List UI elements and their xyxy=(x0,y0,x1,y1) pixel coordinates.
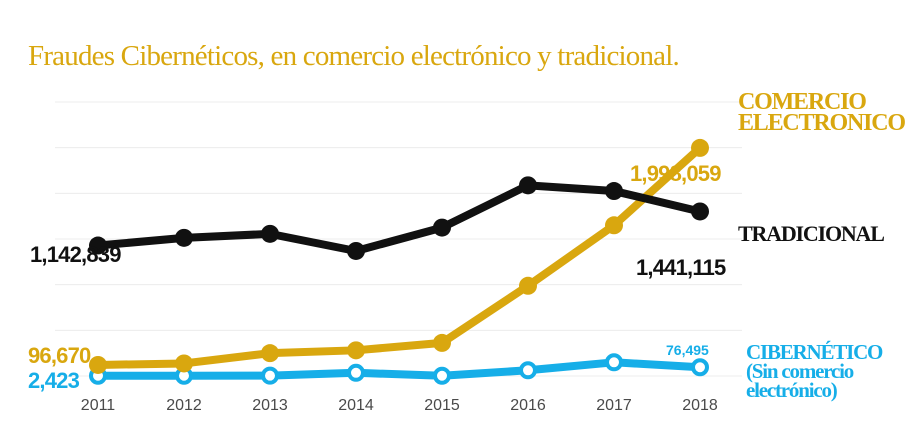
x-tick-label: 2016 xyxy=(510,397,546,414)
data-point xyxy=(347,341,365,360)
end-value-label: 76,495 xyxy=(666,342,709,358)
data-point xyxy=(261,366,279,385)
data-point xyxy=(691,138,709,157)
legend-label: TRADICIONAL xyxy=(738,221,884,246)
x-tick-label: 2015 xyxy=(424,397,460,414)
start-value-label: 1,142,839 xyxy=(30,242,121,267)
x-tick-label: 2011 xyxy=(81,397,116,414)
data-point xyxy=(605,182,623,201)
data-point xyxy=(605,216,623,235)
data-point xyxy=(605,353,623,372)
data-point xyxy=(433,218,451,237)
x-tick-label: 2013 xyxy=(252,397,288,414)
end-value-label: 1,441,115 xyxy=(636,255,726,280)
data-point xyxy=(89,355,107,374)
data-point xyxy=(89,236,107,255)
data-point xyxy=(691,358,709,377)
series-line xyxy=(94,143,704,369)
series-line xyxy=(94,181,704,255)
data-labels: 1,142,839 1,441,115 96,670 1,998,059 2,423 76… xyxy=(28,161,727,393)
data-point xyxy=(175,354,193,373)
legend-label: CIBERNÉTICO xyxy=(746,340,883,364)
legend-label: COMERCIO xyxy=(738,89,866,115)
x-tick-label: 2017 xyxy=(596,397,632,414)
x-tick-label: 2014 xyxy=(338,397,374,414)
x-axis: 2011 2012 2013 2014 2015 2016 2017 2018 xyxy=(81,397,718,414)
chart-title: Fraudes Cibernéticos, en comercio electr… xyxy=(28,40,680,72)
series-group xyxy=(89,138,709,385)
data-point xyxy=(519,176,537,195)
start-value-label: 2,423 xyxy=(28,368,80,393)
series-line xyxy=(94,358,704,380)
data-point xyxy=(433,366,451,385)
data-point xyxy=(261,224,279,243)
data-point xyxy=(433,333,451,352)
legend-label: ELECTRONICO xyxy=(738,110,905,136)
data-point xyxy=(347,363,365,382)
data-point xyxy=(347,241,365,260)
legend-label: electrónico) xyxy=(746,378,838,402)
data-point xyxy=(691,202,709,221)
legend-label: (Sin comercio xyxy=(746,359,854,383)
x-tick-label: 2012 xyxy=(166,397,202,414)
x-tick-label: 2018 xyxy=(682,397,718,414)
data-point xyxy=(261,344,279,363)
start-value-label: 96,670 xyxy=(28,343,91,368)
end-value-label: 1,998,059 xyxy=(630,161,721,186)
data-point xyxy=(175,228,193,247)
data-point xyxy=(519,361,537,380)
data-point xyxy=(519,276,537,295)
